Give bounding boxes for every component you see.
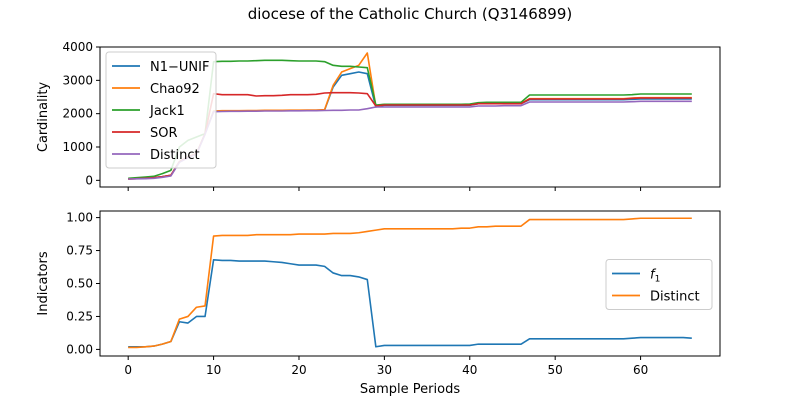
- y-axis-label: Indicators: [36, 251, 51, 315]
- x-tick-label: 30: [377, 363, 392, 377]
- x-tick-label: 40: [462, 363, 477, 377]
- indicators-panel: 0 10 20 30 40 50 60 0.00 0.25 0.50 0.75 1.00 Indicat…: [36, 210, 721, 397]
- series-line-1: [128, 217, 692, 349]
- axes-frame: [99, 46, 721, 188]
- figure-title: diocese of the Catholic Church (Q3146899…: [248, 5, 573, 23]
- legend-label: Distinct: [650, 290, 700, 305]
- y-tick-label: 0: [85, 173, 93, 187]
- y-tick-label: 1000: [62, 140, 93, 154]
- series-line-4: [128, 100, 692, 180]
- y-tick-label: 3000: [62, 73, 93, 87]
- legend: f1 Distinct: [605, 259, 713, 310]
- series-line-3: [128, 91, 692, 180]
- x-tick-label: 60: [633, 363, 648, 377]
- x-tick-label: 20: [291, 363, 306, 377]
- series-line-0: [128, 258, 692, 348]
- legend-label: Chao92: [150, 82, 200, 97]
- y-tick-label: 0.25: [66, 309, 93, 323]
- legend-box: [605, 259, 713, 310]
- y-tick-label: 0.50: [66, 277, 93, 291]
- x-tick-label: 0: [124, 363, 132, 377]
- legend-label: N1−UNIF: [150, 60, 209, 75]
- y-tick-label: 0.75: [66, 244, 93, 258]
- legend-label: SOR: [150, 126, 178, 141]
- legend: N1−UNIF Chao92 Jack1 SOR Distinct: [105, 51, 217, 169]
- y-tick-label: 4000: [62, 40, 93, 54]
- y-tick-label: 0.00: [66, 342, 93, 356]
- y-tick-label: 1.00: [66, 211, 93, 225]
- legend-box: [105, 51, 217, 169]
- legend-label: Jack1: [149, 104, 185, 119]
- cardinality-panel: 0 1000 2000 3000 4000 Cardinality N1−UNIF Chao9…: [36, 40, 721, 191]
- x-tick-label: 10: [206, 363, 221, 377]
- x-axis-label: Sample Periods: [360, 382, 460, 397]
- x-tick-label: 50: [548, 363, 563, 377]
- legend-label: f1: [650, 268, 660, 285]
- y-axis-label: Cardinality: [36, 82, 51, 153]
- legend-label: Distinct: [150, 148, 200, 163]
- y-tick-label: 2000: [62, 107, 93, 121]
